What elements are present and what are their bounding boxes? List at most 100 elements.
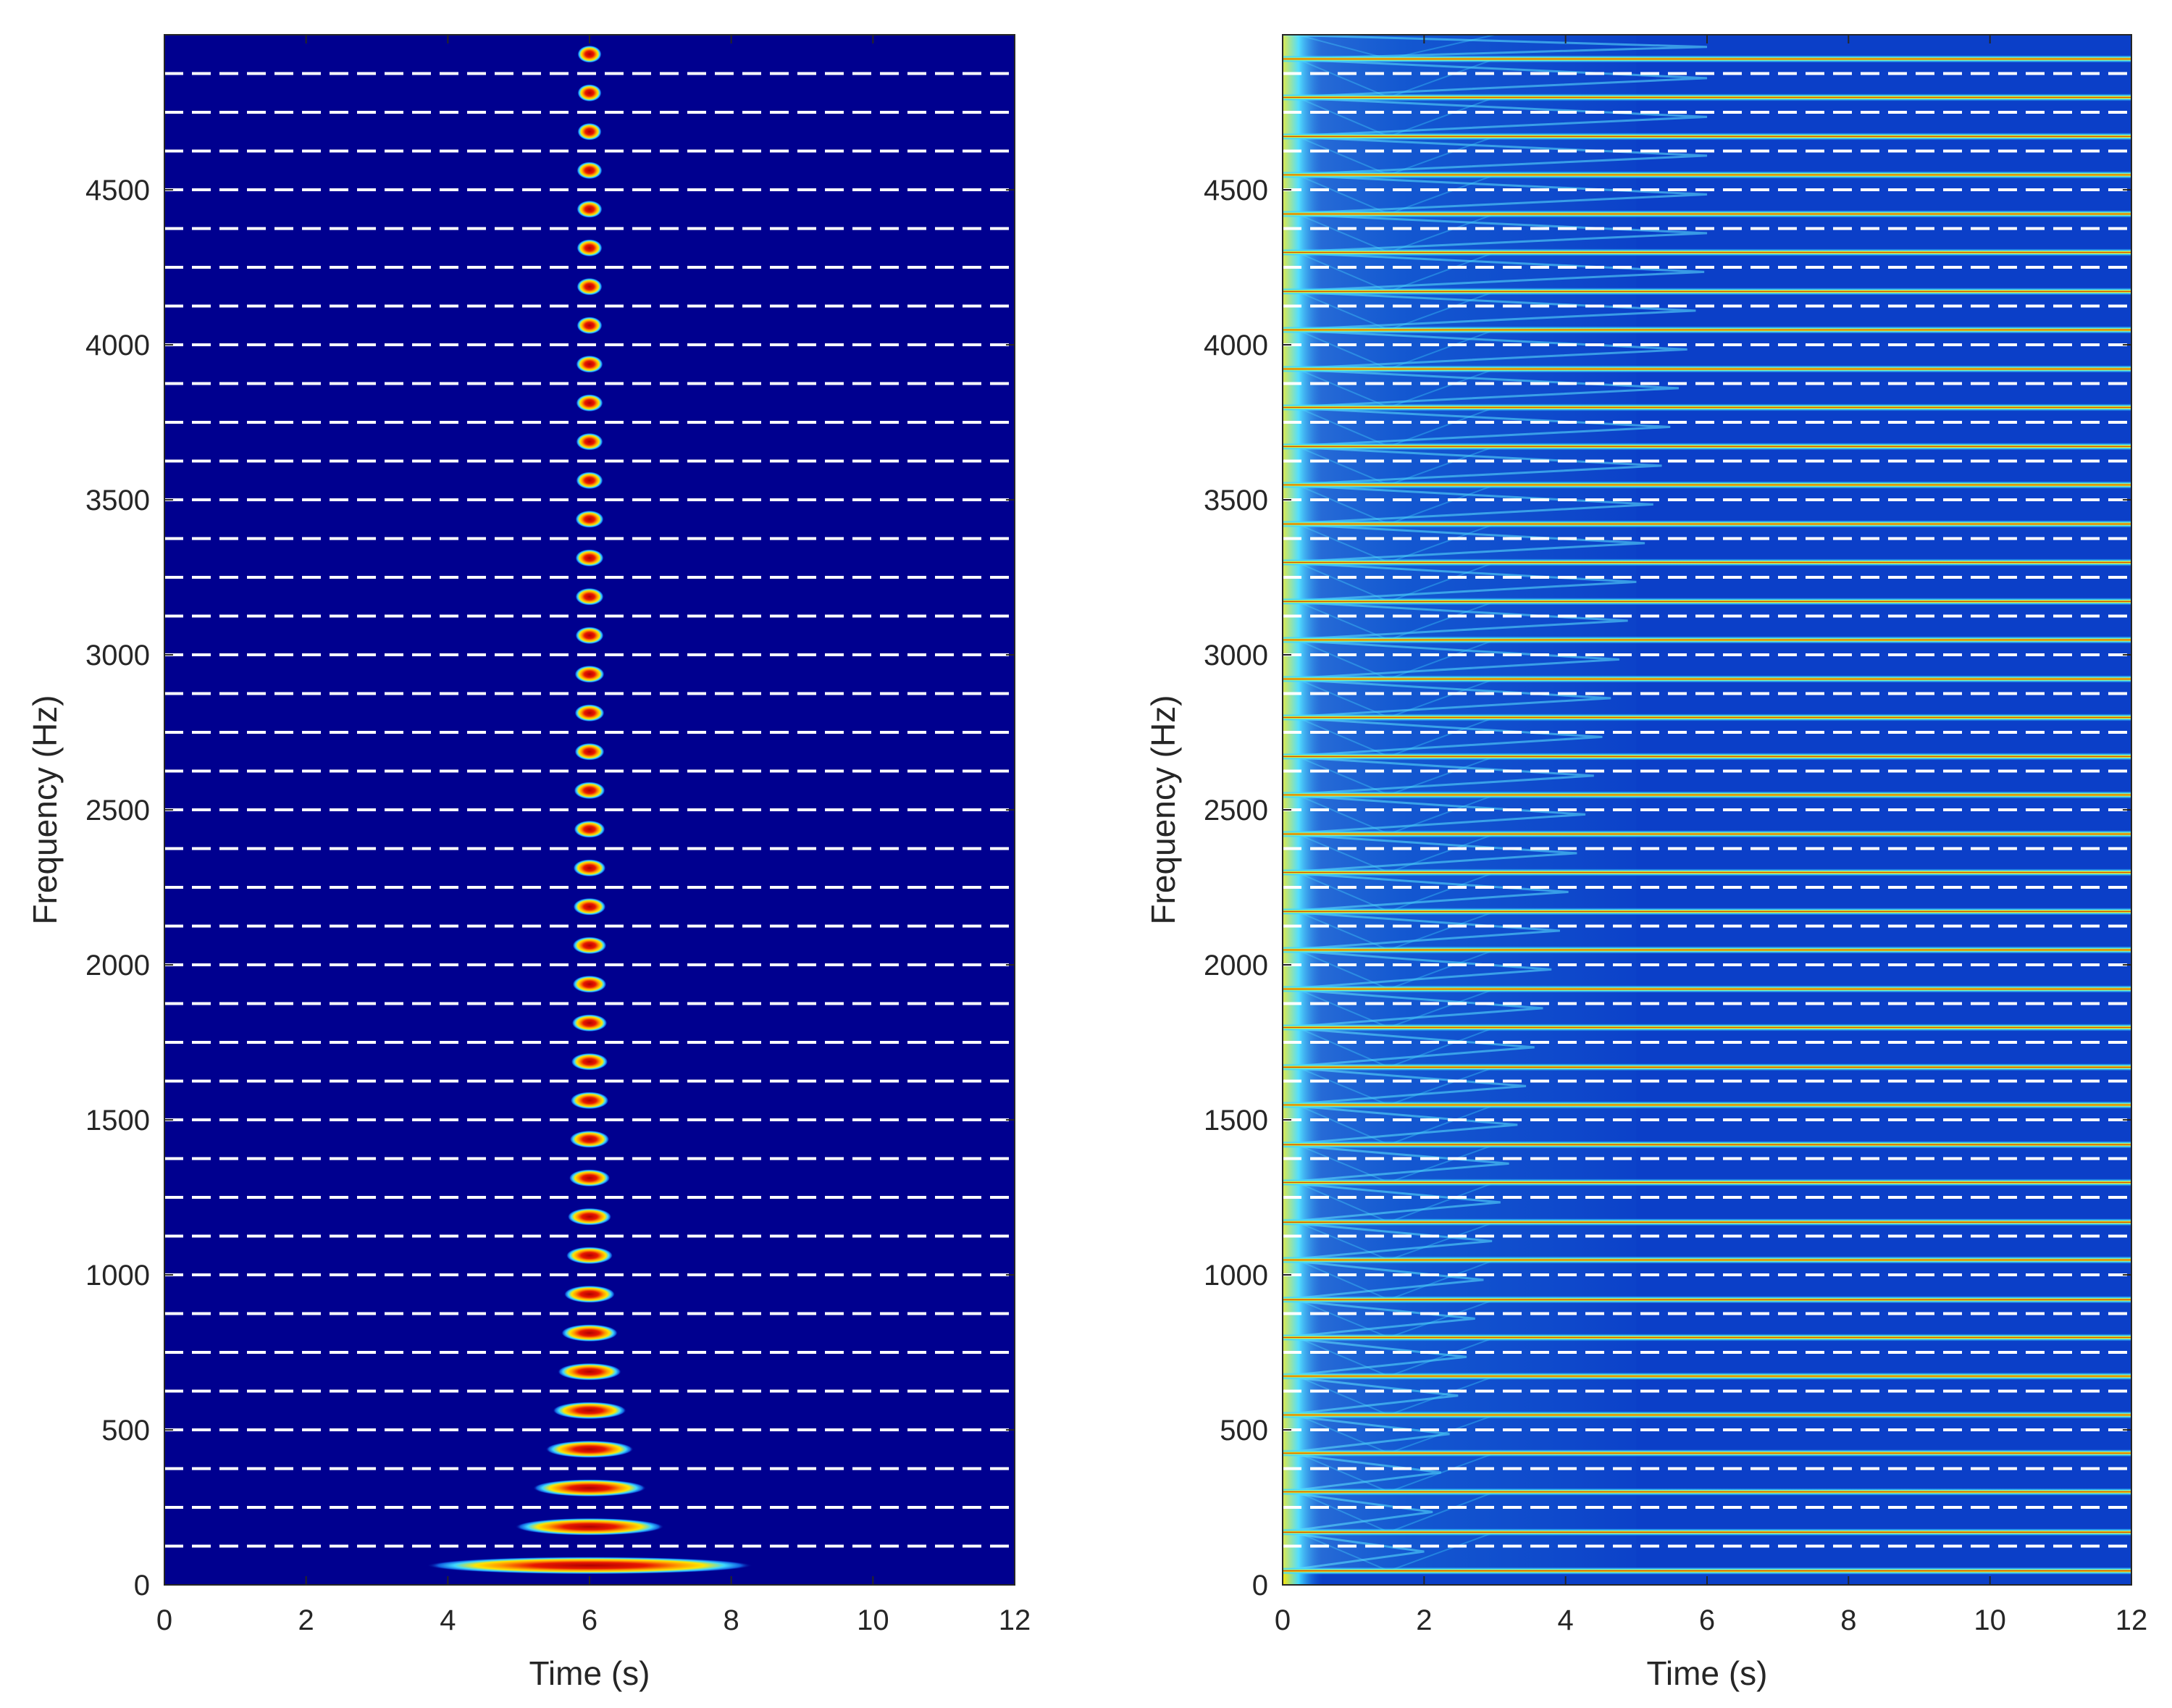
resonance-band (1283, 248, 2131, 256)
decay-haze (1283, 1105, 1637, 1145)
resonance-band (1283, 985, 2131, 993)
right-x-axis-label: Time (s) (1647, 1654, 1768, 1692)
resonance-band (1283, 1179, 2131, 1186)
resonance-band (1283, 830, 2131, 838)
x-tick-label: 10 (1974, 1604, 2006, 1636)
partial-blob (571, 1052, 608, 1071)
partial-blob (574, 665, 605, 683)
partial-blob (532, 1479, 647, 1497)
x-tick-label: 8 (1840, 1604, 1856, 1636)
resonance-band (1283, 365, 2131, 373)
x-tick-label: 8 (724, 1604, 739, 1636)
y-tick-label: 500 (101, 1415, 150, 1447)
x-tick-label: 2 (298, 1604, 314, 1636)
left-spectrogram-panel: 0 2 4 6 8 10 12 0 500 1000 1500 2000 2500 3000 3500 40… (26, 34, 1031, 1692)
partial-blob (573, 897, 606, 916)
resonance-band (1283, 55, 2131, 63)
decay-haze (1283, 1182, 1637, 1223)
y-tick-label: 3000 (85, 640, 150, 671)
decay-haze (1283, 562, 1637, 602)
x-tick-label: 2 (1416, 1604, 1432, 1636)
resonance-band (1283, 481, 2131, 489)
x-tick-label: 0 (1275, 1604, 1291, 1636)
partial-blob (567, 1207, 612, 1226)
left-y-ticks: 0 500 1000 1500 2000 2500 3000 3500 4000 4500 (85, 175, 1015, 1602)
decay-haze (1283, 59, 1637, 98)
decay-haze (1283, 1453, 1637, 1492)
decay-haze (1283, 407, 1637, 447)
partial-blob (576, 239, 603, 257)
partial-blob (569, 1130, 610, 1148)
y-tick-label: 500 (1220, 1415, 1268, 1447)
x-tick-label: 10 (857, 1604, 889, 1636)
resonance-band (1283, 288, 2131, 296)
y-tick-label: 4500 (85, 175, 150, 206)
partial-blob (574, 742, 605, 761)
partial-blob (572, 937, 607, 955)
resonance-band (1283, 791, 2131, 799)
decay-haze (1283, 1299, 1637, 1338)
partial-blob (545, 1440, 634, 1458)
resonance-band (1283, 558, 2131, 566)
decay-haze (1283, 446, 1637, 485)
y-tick-label: 1500 (1204, 1105, 1268, 1136)
decay-haze (1283, 834, 1637, 873)
resonance-band (1283, 1256, 2131, 1264)
resonance-band (1283, 1372, 2131, 1380)
partial-blob (577, 84, 602, 102)
resonance-band (1283, 675, 2131, 683)
partial-blob (576, 355, 603, 373)
resonance-band (1283, 1488, 2131, 1496)
left-x-ticks: 0 2 4 6 8 10 12 (156, 35, 1031, 1636)
decay-haze (1283, 1337, 1637, 1376)
decay-haze (1283, 1532, 1637, 1571)
decay-haze (1283, 97, 1637, 137)
y-tick-label: 1000 (85, 1260, 150, 1292)
partial-blob (576, 432, 603, 451)
left-y-axis-label: Frequency (Hz) (26, 695, 64, 925)
resonance-band (1283, 133, 2131, 141)
resonance-band (1283, 326, 2131, 334)
decay-haze (1283, 679, 1637, 718)
y-tick-label: 4000 (85, 330, 150, 361)
decay-haze (1283, 1144, 1637, 1183)
decay-haze (1283, 601, 1637, 640)
partial-blob (574, 782, 605, 800)
resonance-band (1283, 520, 2131, 528)
partial-blob (575, 627, 604, 645)
decay-haze (1283, 640, 1637, 679)
decay-haze (1283, 950, 1637, 989)
resonance-band (1283, 1141, 2131, 1149)
resonance-band (1283, 1101, 2131, 1109)
decay-haze (1283, 175, 1637, 214)
y-tick-label: 2500 (85, 795, 150, 826)
resonance-band (1283, 210, 2131, 218)
y-tick-label: 1500 (85, 1105, 150, 1136)
x-tick-label: 4 (440, 1604, 456, 1636)
partial-blob (570, 1092, 609, 1110)
x-tick-label: 6 (1699, 1604, 1715, 1636)
partial-blob (566, 1247, 613, 1265)
resonance-band (1283, 598, 2131, 606)
partial-blob (576, 162, 603, 180)
decay-haze (1283, 1415, 1637, 1454)
partial-blob (561, 1324, 619, 1342)
x-tick-label: 0 (156, 1604, 172, 1636)
resonance-band (1283, 403, 2131, 411)
partial-blob (576, 394, 603, 412)
resonance-band (1283, 443, 2131, 451)
x-tick-label: 6 (582, 1604, 597, 1636)
decay-haze (1283, 1067, 1637, 1105)
right-y-ticks: 0 500 1000 1500 2000 2500 3000 3500 4000 4500 (1204, 175, 2131, 1602)
resonance-band (1283, 1411, 2131, 1419)
resonance-band (1283, 713, 2131, 721)
decay-haze (1283, 252, 1637, 292)
partial-blob (426, 1557, 753, 1575)
decay-haze (1283, 911, 1637, 950)
decay-haze (1283, 330, 1637, 369)
partial-blob (569, 1169, 611, 1187)
partial-blob (574, 820, 605, 838)
x-tick-label: 12 (999, 1604, 1031, 1636)
resonance-band (1283, 93, 2131, 101)
